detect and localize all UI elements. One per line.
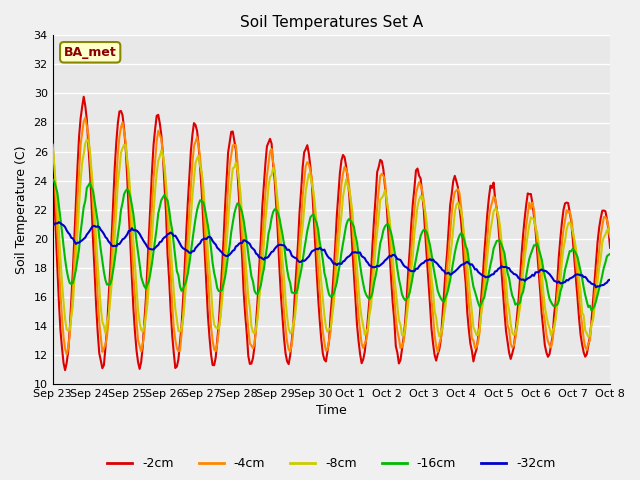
Title: Soil Temperatures Set A: Soil Temperatures Set A	[240, 15, 423, 30]
Legend: -2cm, -4cm, -8cm, -16cm, -32cm: -2cm, -4cm, -8cm, -16cm, -32cm	[102, 452, 561, 475]
Text: BA_met: BA_met	[64, 46, 116, 59]
X-axis label: Time: Time	[316, 405, 347, 418]
Y-axis label: Soil Temperature (C): Soil Temperature (C)	[15, 145, 28, 274]
